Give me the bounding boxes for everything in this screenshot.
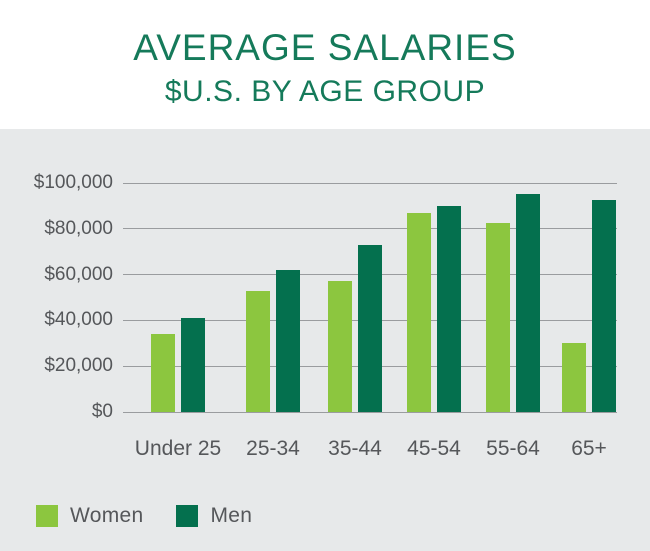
y-axis-tick-label: $100,000 <box>33 172 113 193</box>
gridline <box>123 228 617 230</box>
x-axis-tick-label: 45-54 <box>407 437 461 460</box>
y-axis-tick-label: $60,000 <box>44 263 113 285</box>
chart-panel <box>0 129 650 551</box>
bar-women-under-25 <box>151 334 175 412</box>
bar-women-55-64 <box>486 223 510 412</box>
y-axis-tick-label: $40,000 <box>44 309 113 331</box>
chart-subtitle: $U.S. BY AGE GROUP <box>164 74 486 108</box>
x-axis-tick-label: 55-64 <box>486 437 540 460</box>
legend-item-men: Men <box>176 504 252 528</box>
legend-item-women: Women <box>36 504 143 528</box>
y-axis-tick-label: $20,000 <box>44 355 113 377</box>
x-axis-tick-label: 35-44 <box>328 437 382 460</box>
bar-chart-plot-area <box>123 182 617 413</box>
bar-men-under-25 <box>181 318 205 412</box>
legend-label-women: Women <box>70 504 144 527</box>
chart-legend: Women Men <box>36 504 252 528</box>
x-axis-tick-label: 65+ <box>571 437 607 460</box>
chart-header: AVERAGE SALARIES $U.S. BY AGE GROUP <box>0 0 650 129</box>
bar-men-55-64 <box>516 194 540 412</box>
x-axis-tick-label: 25-34 <box>246 437 300 460</box>
gridline <box>123 411 617 413</box>
gridline <box>123 182 617 184</box>
women-swatch-icon <box>36 505 58 527</box>
bar-women-65+ <box>562 343 586 412</box>
chart-title: AVERAGE SALARIES <box>133 27 517 68</box>
bar-men-45-54 <box>437 206 461 412</box>
y-axis-tick-label: $0 <box>91 401 113 422</box>
bar-men-25-34 <box>276 270 300 412</box>
men-swatch-icon <box>176 505 199 527</box>
bar-women-35-44 <box>328 281 352 412</box>
bar-men-35-44 <box>358 245 382 412</box>
y-axis-tick-label: $80,000 <box>44 217 113 239</box>
legend-label-men: Men <box>210 504 253 527</box>
x-axis-tick-label: Under 25 <box>134 437 222 460</box>
bar-women-45-54 <box>407 213 431 412</box>
bar-women-25-34 <box>246 291 270 412</box>
bar-men-65+ <box>592 200 616 412</box>
